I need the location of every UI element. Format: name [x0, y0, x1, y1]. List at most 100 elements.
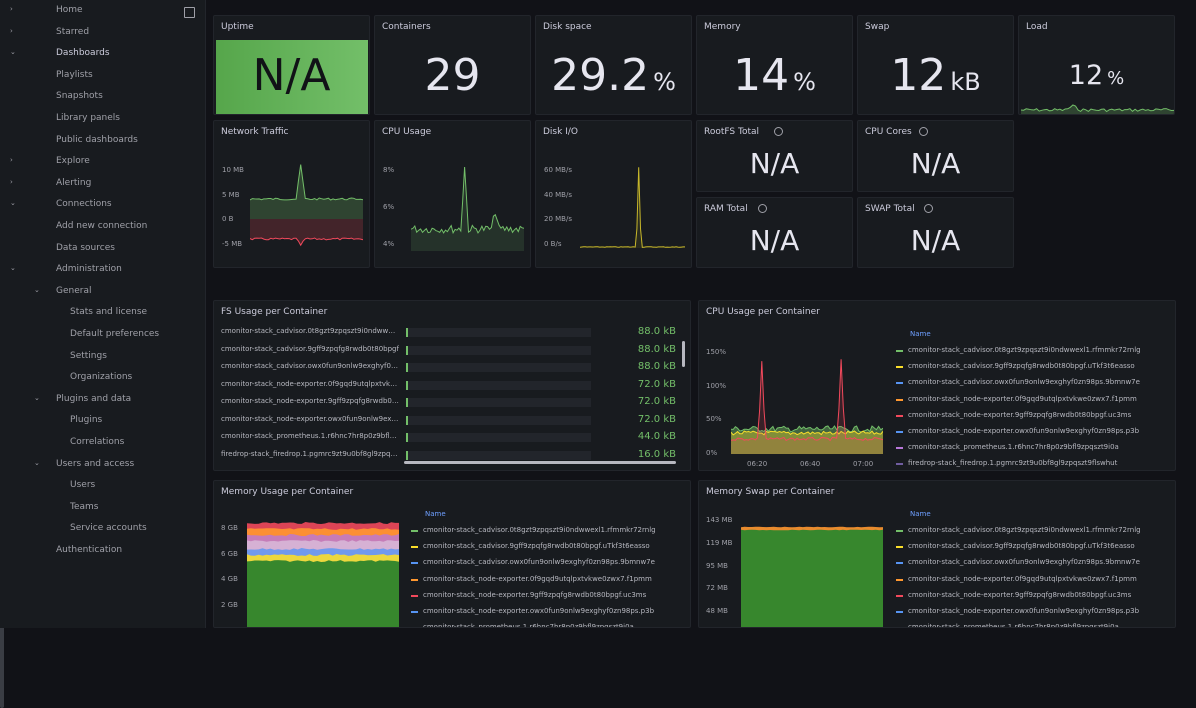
row-name: cmonitor-stack_cadvisor.0t8gzt9zpqszt9i0… [221, 327, 399, 335]
chevron: ⌄ [10, 199, 16, 208]
panel-title: SWAP Total [865, 204, 915, 214]
row-name: cmonitor-stack_node-exporter.9gff9zpqfg8… [221, 397, 399, 405]
legend-title: Name [425, 510, 446, 518]
nav-item[interactable]: Correlations [70, 437, 125, 447]
legend-swatch [896, 562, 903, 565]
nav-item[interactable]: Connections [56, 199, 112, 210]
bar-track [406, 433, 591, 442]
nav-item[interactable]: Users and access [56, 458, 135, 469]
nav-item[interactable]: Home [56, 5, 83, 15]
y-tick-label: 4% [383, 240, 395, 248]
y-tick-label: 100% [706, 381, 727, 390]
disk-fill [580, 167, 685, 248]
panel-title: Memory [704, 22, 741, 32]
nav-item[interactable]: Library panels [56, 113, 120, 123]
stat-panel: Uptime N/A [213, 15, 370, 115]
y-tick-label: 0 B/s [544, 240, 562, 248]
bar-track [406, 380, 591, 390]
memory-band [247, 560, 399, 627]
swap-band [741, 529, 883, 627]
y-tick-label: 40 MB/s [544, 190, 572, 199]
legend-swatch [896, 366, 903, 369]
stat-number: 29 [424, 50, 481, 101]
nav-item[interactable]: General [56, 285, 92, 296]
legend-name: cmonitor-stack_node-exporter.owx0fun9onl… [908, 607, 1140, 615]
stat-number: 12 [890, 50, 947, 101]
bar-fill [406, 328, 408, 337]
y-tick-label: 6% [383, 203, 395, 211]
y-tick-label: 72 MB [706, 584, 728, 593]
net-in-line [250, 164, 363, 201]
bar-fill [406, 398, 408, 407]
nav-item[interactable]: Playlists [56, 69, 93, 80]
legend-name: cmonitor-stack_cadvisor.owx0fun9onlw9exg… [423, 558, 655, 567]
nav-item[interactable]: Service accounts [70, 523, 147, 534]
stat-value: 29 [375, 50, 530, 101]
load-sparkline [1021, 104, 1174, 114]
legend-swatch [896, 530, 903, 532]
stat-value: 12% [1019, 60, 1174, 91]
y-tick-label: 48 MB [706, 607, 728, 615]
legend-swatch [896, 431, 903, 433]
panel-title: Uptime [221, 22, 254, 32]
bar-track [406, 363, 591, 372]
nav-item[interactable]: Plugins [70, 415, 103, 426]
legend-name: cmonitor-stack_cadvisor.owx0fun9onlw9exg… [908, 558, 1140, 567]
info-panel: RAM Total N/A [696, 197, 853, 268]
legend-name: cmonitor-stack_cadvisor.9gff9zpqfg8rwdb0… [908, 362, 1135, 371]
bar-fill [406, 363, 408, 372]
panel-title: Containers [382, 22, 431, 32]
stat-unit: % [793, 68, 816, 96]
nav-item[interactable]: Plugins and data [56, 393, 132, 404]
panel-title: CPU Usage per Container [706, 307, 820, 317]
nav-item[interactable]: Starred [56, 26, 90, 37]
nav-item[interactable]: Public dashboards [56, 134, 138, 145]
stat-unit: kB [950, 68, 981, 96]
legend-swatch [896, 447, 903, 450]
panel-title: RAM Total [704, 204, 748, 214]
nav-item[interactable]: Alerting [56, 177, 92, 188]
nav-item[interactable]: Dashboards [56, 48, 110, 59]
row-value: 72.0 kB [637, 413, 676, 425]
info-panel: RootFS Total N/A [696, 120, 853, 192]
nav-item[interactable]: Administration [56, 264, 122, 275]
chevron: ⌄ [10, 264, 16, 273]
nav-item[interactable]: Teams [70, 501, 99, 512]
nav-item[interactable]: Explore [56, 156, 90, 167]
graph-panel: Disk I/O 60 MB/s 40 MB/s 20 MB/s 0 B/s [535, 120, 692, 268]
nav-item[interactable]: Settings [70, 350, 107, 361]
nav-item[interactable]: Organizations [70, 372, 133, 383]
nav-item[interactable]: Stats and license [70, 307, 148, 318]
legend-swatch [896, 382, 903, 385]
legend-swatch [896, 463, 903, 466]
panel-title: CPU Usage [382, 127, 432, 137]
legend-name: cmonitor-stack_cadvisor.9gff9zpqfg8rwdb0… [908, 542, 1135, 551]
legend-name: cmonitor-stack_cadvisor.9gff9zpqfg8rwdb0… [423, 542, 650, 551]
x-tick-label: 06:40 [800, 460, 821, 468]
legend-title: Name [910, 330, 931, 338]
cpu-spikes-line [731, 359, 883, 442]
stat-unit: % [653, 68, 676, 96]
info-icon [918, 127, 928, 136]
legend-swatch [896, 611, 903, 613]
stat-bg [216, 40, 368, 114]
nav-item[interactable]: Users [70, 480, 96, 491]
nav-item[interactable]: Add new connection [56, 221, 148, 231]
timeseries-panel: CPU Usage per Container 150% 100% 50% 0% 06:2… [698, 300, 1176, 471]
legend-swatch [411, 562, 418, 565]
stat-value: 14% [697, 50, 852, 101]
nav-item[interactable]: Data sources [56, 242, 115, 253]
net-out-fill [250, 219, 363, 246]
legend-name: cmonitor-stack_prometheus.1.r6hnc7hr8p0z… [423, 623, 634, 628]
nav-item[interactable]: Snapshots [56, 91, 103, 102]
cpu-base-line [731, 425, 883, 433]
nav-item[interactable]: Authentication [56, 545, 123, 555]
legend-swatch [411, 530, 418, 532]
stat-unit: % [1107, 68, 1125, 89]
dock-icon[interactable] [184, 7, 195, 18]
panel-title: Swap [865, 22, 890, 32]
nav-item[interactable]: Default preferences [70, 329, 160, 339]
legend-name: cmonitor-stack_cadvisor.owx0fun9onlw9exg… [908, 378, 1140, 387]
y-tick-label: 5 MB [222, 190, 240, 199]
y-tick-label: 20 MB/s [544, 215, 572, 224]
